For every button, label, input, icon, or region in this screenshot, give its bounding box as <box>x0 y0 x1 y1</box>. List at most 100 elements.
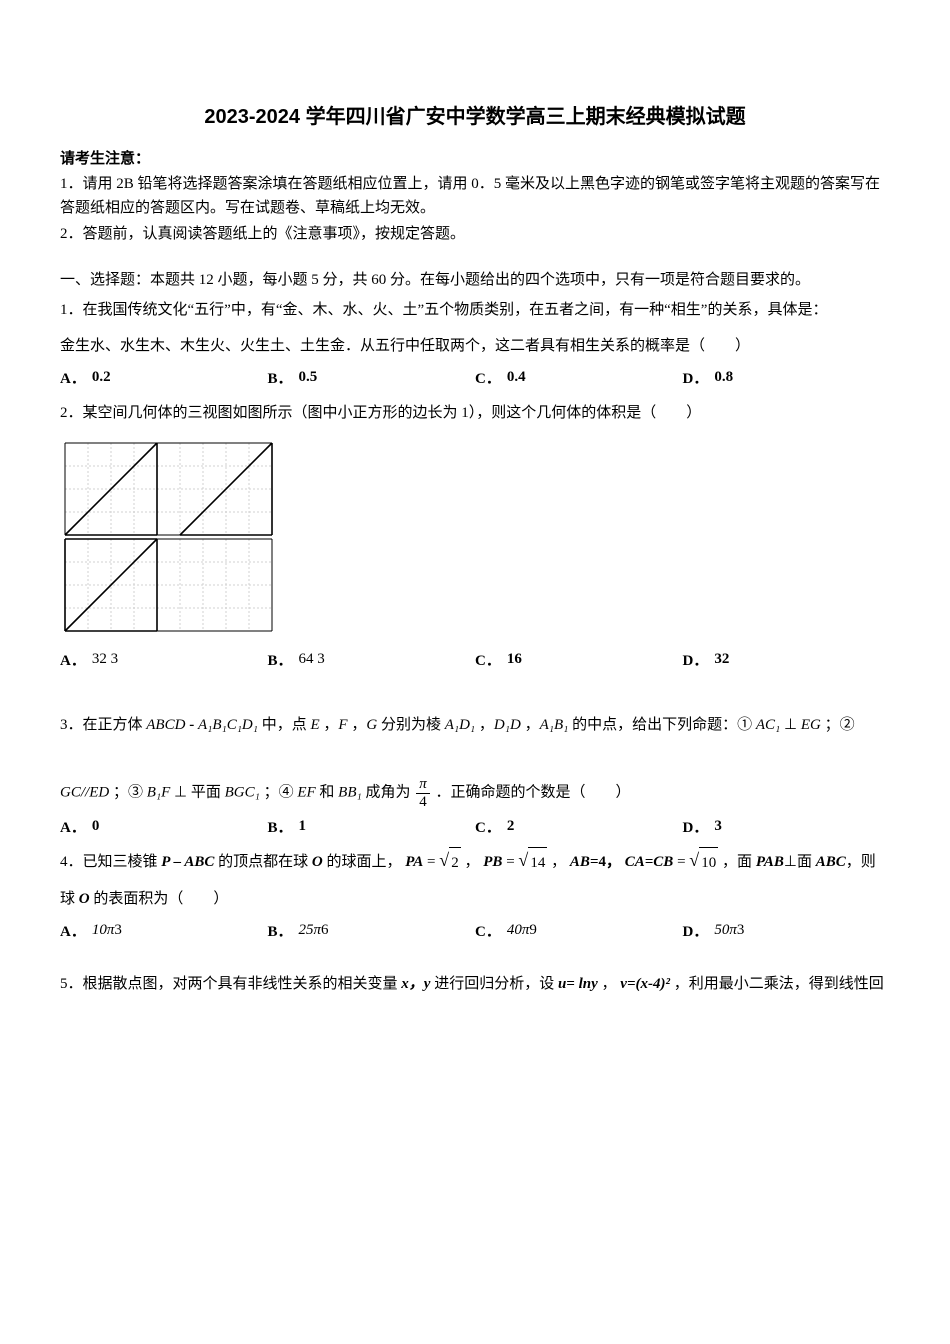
q4-o: O <box>312 854 323 870</box>
q4-c-den: 9 <box>529 922 537 938</box>
q4-d-num: 50π <box>714 922 737 938</box>
page-title: 2023-2024 学年四川省广安中学数学高三上期末经典模拟试题 <box>60 100 890 129</box>
q2-b-num: 64 <box>299 651 314 667</box>
q5-d: ，利用最小二乘法，得到线性回 <box>674 976 884 992</box>
sqrt-2: √2 <box>439 847 461 878</box>
notice-1: 1．请用 2B 铅笔将选择题答案涂填在答题纸相应位置上，请用 0．5 毫米及以上… <box>60 172 890 220</box>
sym-g: G <box>366 717 377 733</box>
q2-opt-a: A． 32 3 <box>60 649 268 670</box>
q4-a-frac: 10π3 <box>92 922 122 939</box>
q2-options: A． 32 3 B． 64 3 C．16 D．32 <box>60 649 890 670</box>
q4-d-den: 3 <box>737 922 745 938</box>
q4-pab: PAB <box>756 854 784 870</box>
q4-a-num: 10π <box>92 922 115 938</box>
q4-o2: O <box>79 891 90 907</box>
section-1-head: 一、选择题：本题共 12 小题，每小题 5 分，共 60 分。在每小题给出的四个… <box>60 268 890 289</box>
q3-l2d: 和 <box>319 784 338 800</box>
q4-options: A． 10π3 B． 25π6 C． 40π9 D． 50π3 <box>60 920 890 941</box>
q5-v: v=(x-4)² <box>620 976 670 992</box>
q1-opt-a: A．0.2 <box>60 367 268 388</box>
q4-t2: 的球面上， <box>326 854 401 870</box>
q3-l2e: 成角为 <box>365 784 414 800</box>
sqrt14-arg: 14 <box>528 847 547 878</box>
q4-t3: ， <box>465 854 480 870</box>
q4-l2: 球 <box>60 891 79 907</box>
q4-pa: PA <box>405 854 423 870</box>
q2-diagram <box>60 438 890 641</box>
q3-opt-c: C．2 <box>475 816 683 837</box>
q2-opt-a-frac: 32 3 <box>92 651 118 668</box>
q3-line2: GC//ED ；③ B₁F ⊥ 平面 BGC₁ ；④ EF 和 BB₁ 成角为 … <box>60 776 890 810</box>
sym-d1d: D₁D <box>494 717 521 733</box>
q3-four: 4 <box>416 794 430 811</box>
q2-opt-c-val: 16 <box>507 651 522 668</box>
q5-u: u= lny <box>558 976 598 992</box>
q4-t6: 面 <box>797 854 816 870</box>
q3-pi4: π 4 <box>416 776 430 810</box>
q1-opt-c: C．0.4 <box>475 367 683 388</box>
q4-opt-b: B． 25π6 <box>268 920 476 941</box>
sym-a1b1: A₁B₁ <box>540 717 569 733</box>
q3-b5: ， <box>479 717 494 733</box>
q4-opt-c: C． 40π9 <box>475 920 683 941</box>
q2-a-num: 32 <box>92 651 107 667</box>
q4-eq1: = <box>423 854 435 870</box>
q4-t7: ，则 <box>846 854 876 870</box>
sym-perp2: ⊥ <box>170 784 191 800</box>
sym-a1b1c1d1: A₁B₁C₁D₁ <box>198 717 258 733</box>
q4-t1: 的顶点都在球 <box>218 854 312 870</box>
q1-opt-b: B．0.5 <box>268 367 476 388</box>
q4-eq2: = <box>502 854 514 870</box>
q3-b6: ， <box>525 717 540 733</box>
q4-b-den: 6 <box>321 922 329 938</box>
q3-l2b: 平面 <box>191 784 225 800</box>
q2-opt-d: D．32 <box>683 649 891 670</box>
sqrt-10: √10 <box>689 847 718 878</box>
q2-opt-c: C．16 <box>475 649 683 670</box>
q2-opt-b: B． 64 3 <box>268 649 476 670</box>
q1-text-a: 1．在我国传统文化“五行”中，有“金、木、水、火、土”五个物质类别，在五者之间，… <box>60 295 890 325</box>
q4-a-den: 3 <box>114 922 122 938</box>
q3-b2: ， <box>323 717 338 733</box>
sym-f: F <box>338 717 347 733</box>
q1-text-b: 金生水、水生木、木生火、火生土、土生金．从五行中任取两个，这二者具有相生关系的概… <box>60 331 890 361</box>
q3-b: 1 <box>299 818 307 835</box>
sqrt-14: √14 <box>518 847 547 878</box>
q3-l2a: ；③ <box>113 784 147 800</box>
q4-b-num: 25π <box>299 922 322 938</box>
three-view-svg <box>60 438 287 641</box>
sqrt10-arg: 10 <box>699 847 718 878</box>
q3-l2c: ；④ <box>264 784 298 800</box>
sym-ef: EF <box>297 784 315 800</box>
sym-perp1: ⊥ <box>780 717 801 733</box>
q3-b7: 的中点，给出下列命题：① <box>572 717 756 733</box>
sym-abcd: ABCD <box>146 717 185 733</box>
sym-bb1: BB₁ <box>338 784 362 800</box>
q3-b3: ， <box>351 717 366 733</box>
q4-t4: ， <box>551 854 566 870</box>
q3-opt-d: D．3 <box>683 816 891 837</box>
q5-xy: x，y <box>401 976 430 992</box>
q1-options: A．0.2 B．0.5 C．0.4 D．0.8 <box>60 367 890 388</box>
q4-line2: 球 O 的表面积为（ ） <box>60 884 890 914</box>
q4-cacb: CA=CB <box>625 854 674 870</box>
sym-e: E <box>310 717 319 733</box>
q4-opt-a: A． 10π3 <box>60 920 268 941</box>
q4-t5: ，面 <box>722 854 756 870</box>
q4-d-frac: 50π3 <box>714 922 744 939</box>
q4-t8: 的表面积为（ ） <box>90 891 229 907</box>
q4-ab: AB <box>570 854 590 870</box>
q4-abc: ABC <box>816 854 846 870</box>
sym-para: // <box>81 784 89 800</box>
q4-pabc: P – ABC <box>161 854 214 870</box>
q3-l2f: ．正确命题的个数是（ ） <box>436 784 631 800</box>
q5-c: ， <box>602 976 617 992</box>
q3-b4: 分别为棱 <box>381 717 445 733</box>
q4-b-frac: 25π6 <box>299 922 329 939</box>
q2-opt-d-val: 32 <box>714 651 729 668</box>
sqrt2-arg: 2 <box>449 847 461 878</box>
sym-dash: - <box>185 717 198 733</box>
q4-opt-d: D． 50π3 <box>683 920 891 941</box>
sym-a1d1: A₁D₁ <box>445 717 475 733</box>
sym-b1f: B₁F <box>147 784 171 800</box>
